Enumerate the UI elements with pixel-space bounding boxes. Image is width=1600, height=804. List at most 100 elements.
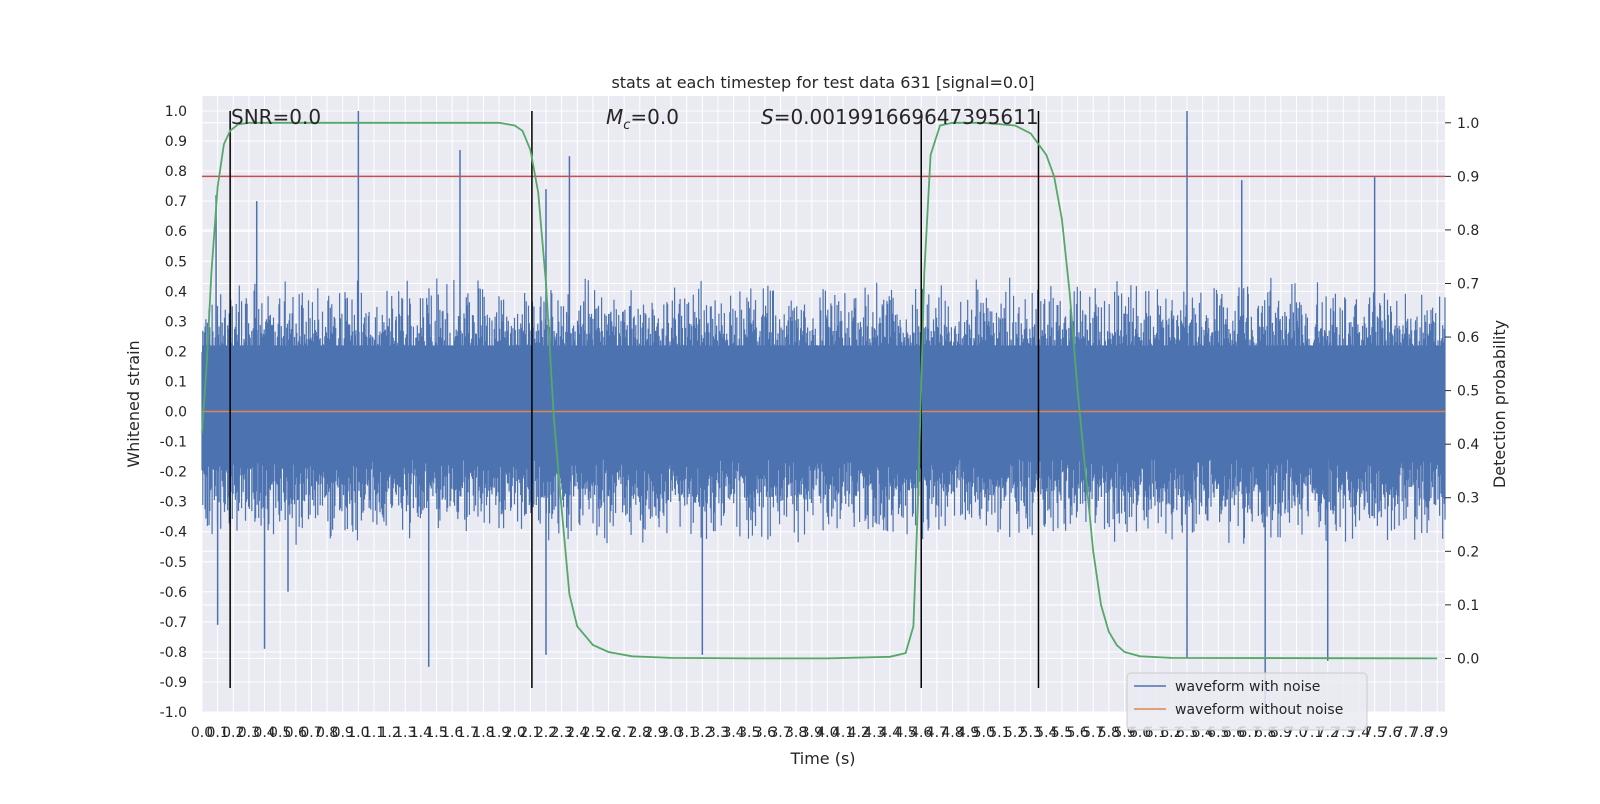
lines-layer [201,111,1445,688]
x-tick-label: 0.8 [316,725,338,741]
x-tick-label: 3.3 [707,725,729,741]
y-tick-label-right: 0.3 [1457,491,1479,507]
x-tick-label: 2.2 [535,725,557,741]
x-tick-label: 7.7 [1395,725,1417,741]
y-tick-label: -1.0 [160,705,187,721]
y-tick-label: 1.0 [165,104,187,120]
x-tick-label: 7.5 [1364,725,1386,741]
y-tick-label: 0.7 [165,194,187,210]
y-tick-label-right: 1.0 [1457,116,1479,132]
x-tick-label: 7.9 [1426,725,1448,741]
x-tick-label: 3.2 [691,725,713,741]
x-tick-label: 0.4 [253,725,275,741]
x-tick-label: 0.7 [300,725,322,741]
chirp-mass-value: =0.0 [630,105,679,129]
x-tick-label: 4.7 [926,725,948,741]
noise-core [202,345,1445,460]
x-tick-label: 3.9 [801,725,823,741]
s-annotation: S=0.001991669647395611 [761,105,1039,129]
x-tick-label: 0.3 [238,725,260,741]
y-tick-label-right: 0.5 [1457,384,1479,400]
x-tick-label: 3.1 [676,725,698,741]
chirp-mass-subscript: c [623,118,630,133]
x-tick-label: 2.4 [566,725,588,741]
legend-label-clean: waveform without noise [1175,702,1343,718]
x-tick-label: 3.0 [660,725,682,741]
x-tick-label: 4.8 [941,725,963,741]
s-value: =0.001991669647395611 [774,105,1039,129]
x-tick-label: 1.4 [410,725,432,741]
y-axis-label: Whitened strain [124,340,143,467]
x-tick-label: 3.6 [754,725,776,741]
x-tick-label: 2.1 [519,725,541,741]
y-tick-label: -0.1 [160,435,187,451]
x-tick-label: 4.9 [957,725,979,741]
y-tick-label: 0.0 [165,405,187,421]
y-tick-label: -0.9 [160,675,187,691]
x-tick-label: 1.6 [441,725,463,741]
x-tick-label: 3.8 [785,725,807,741]
x-tick-label: 7.8 [1410,725,1432,741]
legend-box [1126,672,1368,731]
y-tick-label: -0.4 [160,525,187,541]
chart-title: stats at each timestep for test data 631… [611,73,1034,92]
x-tick-label: 4.6 [910,725,932,741]
x-tick-label: 0.6 [285,725,307,741]
y-tick-label: -0.8 [160,645,187,661]
chirp-mass-annotation: Mc=0.0 [606,105,679,133]
y-tick-label-right: 0.4 [1457,437,1479,453]
y-tick-label: 0.4 [165,284,187,300]
y-tick-label: 0.8 [165,164,187,180]
x-tick-label: 3.7 [769,725,791,741]
y-tick-labels-right: 0.0 0.1 0.2 0.3 0.4 0.5 0.6 0.7 0.8 0.9 1.0 [1445,116,1479,667]
y-tick-label-right: 0.0 [1457,651,1479,667]
x-tick-label: 5.2 [1004,725,1026,741]
y-tick-label-right: 0.9 [1457,169,1479,185]
x-tick-label: 4.0 [816,725,838,741]
x-tick-label: 5.4 [1035,725,1057,741]
y-tick-label: -0.6 [160,585,187,601]
y-tick-label: 0.2 [165,344,187,360]
x-tick-label: 3.5 [738,725,760,741]
y-axis-label-right: Detection probability [1490,320,1509,488]
x-tick-label: 1.0 [347,725,369,741]
x-axis-label: Time (s) [789,749,855,768]
x-tick-label: 0.9 [332,725,354,741]
x-tick-label: 3.4 [722,725,744,741]
x-tick-label: 2.5 [582,725,604,741]
x-tick-label: 2.0 [504,725,526,741]
x-tick-label: 5.5 [1051,725,1073,741]
x-tick-label: 1.2 [378,725,400,741]
y-tick-label: 0.1 [165,374,187,390]
y-tick-label-right: 0.2 [1457,544,1479,560]
x-tick-label: 4.5 [894,725,916,741]
x-tick-label: 4.3 [863,725,885,741]
snr-annotation: SNR=0.0 [231,105,321,129]
x-tick-label: 5.8 [1098,725,1120,741]
y-tick-label: 0.5 [165,254,187,270]
x-tick-label: 2.3 [550,725,572,741]
y-tick-labels: -1.0 -0.9 -0.8 -0.7 -0.6 -0.5 -0.4 -0.3 -0.2 -0.1… [160,104,187,721]
y-tick-label: 0.6 [165,224,187,240]
series-detection-probability [201,121,1438,660]
x-tick-label: 5.1 [988,725,1010,741]
x-tick-label: 1.7 [457,725,479,741]
x-tick-label: 1.1 [363,725,385,741]
y-tick-label-right: 0.1 [1457,598,1479,614]
x-tick-label: 7.6 [1379,725,1401,741]
x-tick-label: 1.8 [472,725,494,741]
s-symbol: S [761,105,774,129]
x-tick-label: 2.9 [644,725,666,741]
y-tick-label-right: 0.7 [1457,276,1479,292]
legend-label-noise: waveform with noise [1175,679,1320,695]
x-tick-label: 5.3 [1020,725,1042,741]
x-tick-label: 5.7 [1082,725,1104,741]
x-tick-label: 2.6 [597,725,619,741]
x-tick-label: 2.8 [629,725,651,741]
y-tick-label: 0.9 [165,134,187,150]
y-tick-label: 0.3 [165,314,187,330]
x-tick-label: 1.3 [394,725,416,741]
y-tick-label: -0.2 [160,465,187,481]
y-tick-label: -0.3 [160,495,187,511]
